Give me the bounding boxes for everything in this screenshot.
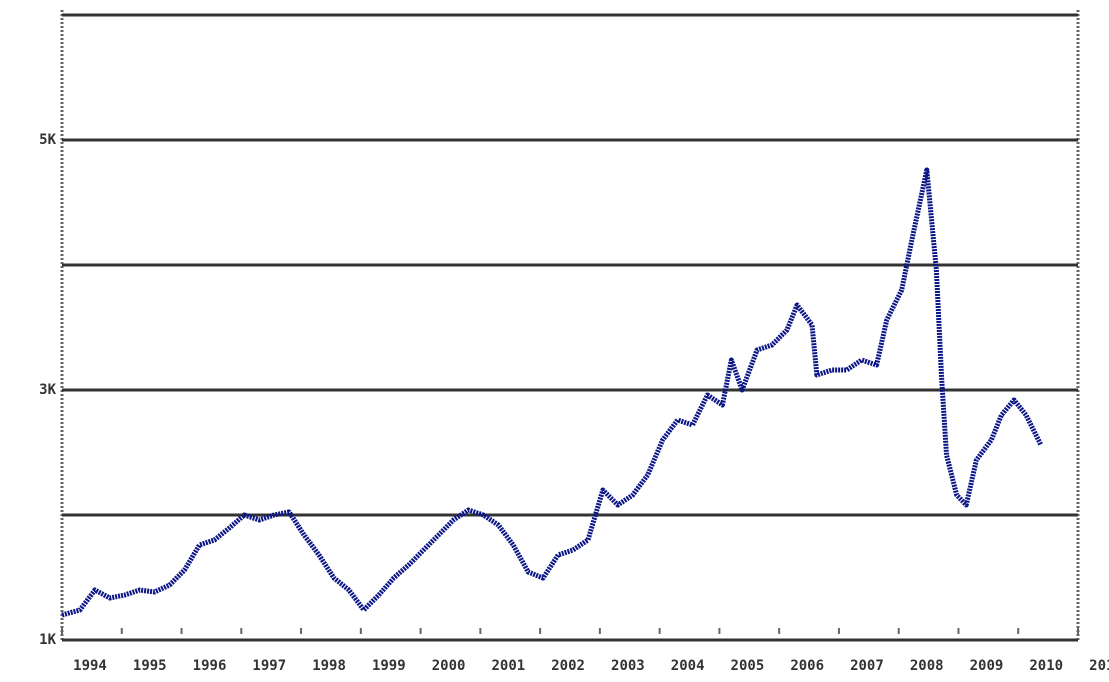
x-tick-label: 2004 bbox=[671, 658, 705, 674]
x-tick-label: 1999 bbox=[372, 658, 406, 674]
x-tick-label: 2003 bbox=[611, 658, 645, 674]
x-tick-label: 2009 bbox=[970, 658, 1004, 674]
x-tick-label: 1995 bbox=[133, 658, 167, 674]
y-tick-label: 5K bbox=[39, 132, 56, 148]
x-tick-label: 2010 bbox=[1029, 658, 1063, 674]
x-tick-label: 1994 bbox=[73, 658, 107, 674]
x-tick-label: 2005 bbox=[731, 658, 765, 674]
x-tick-label: 2008 bbox=[910, 658, 944, 674]
x-tick-label: 2006 bbox=[790, 658, 824, 674]
x-tick-label: 2007 bbox=[850, 658, 884, 674]
y-tick-label: 1K bbox=[39, 632, 56, 648]
x-tick-label: 1996 bbox=[193, 658, 227, 674]
x-tick-label: 2011 bbox=[1089, 658, 1109, 674]
x-tick-label: 2001 bbox=[491, 658, 525, 674]
x-tick-label: 2000 bbox=[432, 658, 466, 674]
y-tick-label: 3K bbox=[39, 382, 56, 398]
data-line bbox=[61, 167, 1044, 618]
x-tick-label: 2002 bbox=[551, 658, 585, 674]
x-tick-label: 1998 bbox=[312, 658, 346, 674]
x-tick-label: 1997 bbox=[252, 658, 286, 674]
